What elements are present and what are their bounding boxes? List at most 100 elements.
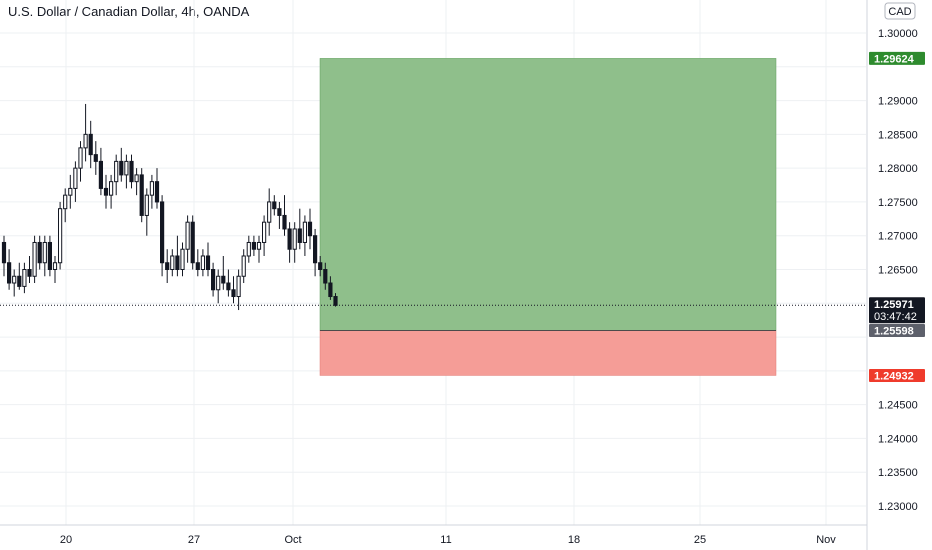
candle-body[interactable] xyxy=(302,221,307,243)
candle-body[interactable] xyxy=(328,282,333,298)
y-tick-label: 1.24500 xyxy=(878,400,918,412)
candle-body[interactable] xyxy=(246,241,251,257)
x-tick-label: 20 xyxy=(60,534,72,546)
candle-body[interactable] xyxy=(88,133,93,156)
candle-body[interactable] xyxy=(333,296,338,306)
candle-body[interactable] xyxy=(221,275,226,284)
target-price-label-bg xyxy=(869,51,925,65)
y-tick-label: 1.23000 xyxy=(878,501,918,513)
candle-body[interactable] xyxy=(114,160,119,183)
candle-body[interactable] xyxy=(12,275,17,284)
candle-body[interactable] xyxy=(175,255,180,271)
candle-body[interactable] xyxy=(267,201,272,223)
candle-body[interactable] xyxy=(32,241,37,277)
stop-price-label: 1.24932 xyxy=(874,370,914,382)
stop-price-label-bg xyxy=(869,368,925,382)
entry-price-label: 1.25598 xyxy=(874,325,914,337)
current-price-label: 1.25971 xyxy=(874,299,914,311)
candle-body[interactable] xyxy=(170,255,175,271)
candle-body[interactable] xyxy=(68,187,73,196)
candle-body[interactable] xyxy=(160,201,165,264)
chart-title: U.S. Dollar / Canadian Dollar, 4h, OANDA xyxy=(8,4,250,19)
candle-body[interactable] xyxy=(47,241,52,271)
candle-body[interactable] xyxy=(7,262,12,284)
candle-body[interactable] xyxy=(52,262,58,271)
candle-body[interactable] xyxy=(287,228,292,250)
candle-body[interactable] xyxy=(27,269,32,277)
candle-body[interactable] xyxy=(93,154,98,162)
y-tick-label: 1.29000 xyxy=(878,96,918,108)
candle-body[interactable] xyxy=(282,214,287,230)
profit-zone[interactable] xyxy=(319,58,777,331)
y-tick-label: 1.27000 xyxy=(878,231,918,243)
candle-body[interactable] xyxy=(78,147,83,169)
candle-body[interactable] xyxy=(139,174,144,216)
candle-body[interactable] xyxy=(73,167,78,189)
candle-body[interactable] xyxy=(195,262,200,271)
x-tick-label: 25 xyxy=(694,534,706,546)
countdown-label: 03:47:42 xyxy=(874,311,917,323)
candle-body[interactable] xyxy=(272,201,277,210)
candle-body[interactable] xyxy=(98,160,104,189)
candle-body[interactable] xyxy=(83,133,88,149)
y-tick-label: 1.28500 xyxy=(878,129,918,141)
x-tick-label: Oct xyxy=(284,534,301,546)
candle-body[interactable] xyxy=(251,241,257,250)
y-tick-label: 1.30000 xyxy=(878,28,918,40)
candle-body[interactable] xyxy=(262,221,267,243)
y-tick-label: 1.28000 xyxy=(878,163,918,175)
entry-price-label-bg xyxy=(869,323,925,337)
currency-badge[interactable] xyxy=(884,2,916,20)
candle-body[interactable] xyxy=(165,262,170,271)
candle-body[interactable] xyxy=(241,255,246,277)
candle-body[interactable] xyxy=(134,174,139,183)
candle-body[interactable] xyxy=(211,269,216,291)
candle-body[interactable] xyxy=(154,181,160,203)
candle-body[interactable] xyxy=(200,255,206,271)
candle-body[interactable] xyxy=(124,160,129,176)
candle-body[interactable] xyxy=(58,208,63,264)
candle-body[interactable] xyxy=(313,235,318,264)
candle-body[interactable] xyxy=(129,160,134,183)
y-tick-label: 1.23500 xyxy=(878,467,918,479)
candle-body[interactable] xyxy=(297,228,302,243)
candle-body[interactable] xyxy=(318,262,323,271)
x-tick-label: Nov xyxy=(816,534,836,546)
candle-body[interactable] xyxy=(42,241,47,264)
candle-body[interactable] xyxy=(236,275,241,298)
candle-body[interactable] xyxy=(216,275,221,291)
candle-body[interactable] xyxy=(149,181,155,196)
x-tick-label: 27 xyxy=(188,534,200,546)
candle-body[interactable] xyxy=(256,241,262,250)
candle-body[interactable] xyxy=(1,241,7,264)
current-price-label-bg xyxy=(869,297,925,324)
currency-badge-label: CAD xyxy=(888,6,911,18)
candle-body[interactable] xyxy=(277,208,282,216)
candle-body[interactable] xyxy=(37,241,42,264)
candle-body[interactable] xyxy=(226,282,231,291)
target-price-label: 1.29624 xyxy=(874,53,915,65)
candle-body[interactable] xyxy=(103,187,109,196)
candle-body[interactable] xyxy=(119,160,124,176)
candle-body[interactable] xyxy=(109,181,114,196)
candle-body[interactable] xyxy=(307,221,313,237)
candle-body[interactable] xyxy=(63,194,68,210)
candle-body[interactable] xyxy=(205,255,211,271)
candle-body[interactable] xyxy=(180,248,185,271)
y-tick-label: 1.27500 xyxy=(878,197,918,209)
loss-zone[interactable] xyxy=(319,330,777,376)
candle-body[interactable] xyxy=(231,289,236,298)
candle-body[interactable] xyxy=(22,269,27,287)
x-tick-label: 18 xyxy=(568,534,580,546)
candle-body[interactable] xyxy=(17,275,22,287)
y-tick-label: 1.26500 xyxy=(878,265,918,277)
candle-body[interactable] xyxy=(144,194,149,216)
candle-body[interactable] xyxy=(190,221,195,264)
candle-body[interactable] xyxy=(292,228,297,250)
candle-body[interactable] xyxy=(185,221,190,250)
x-tick-label: 11 xyxy=(440,534,451,546)
candle-body[interactable] xyxy=(323,269,328,284)
y-tick-label: 1.24000 xyxy=(878,433,918,445)
